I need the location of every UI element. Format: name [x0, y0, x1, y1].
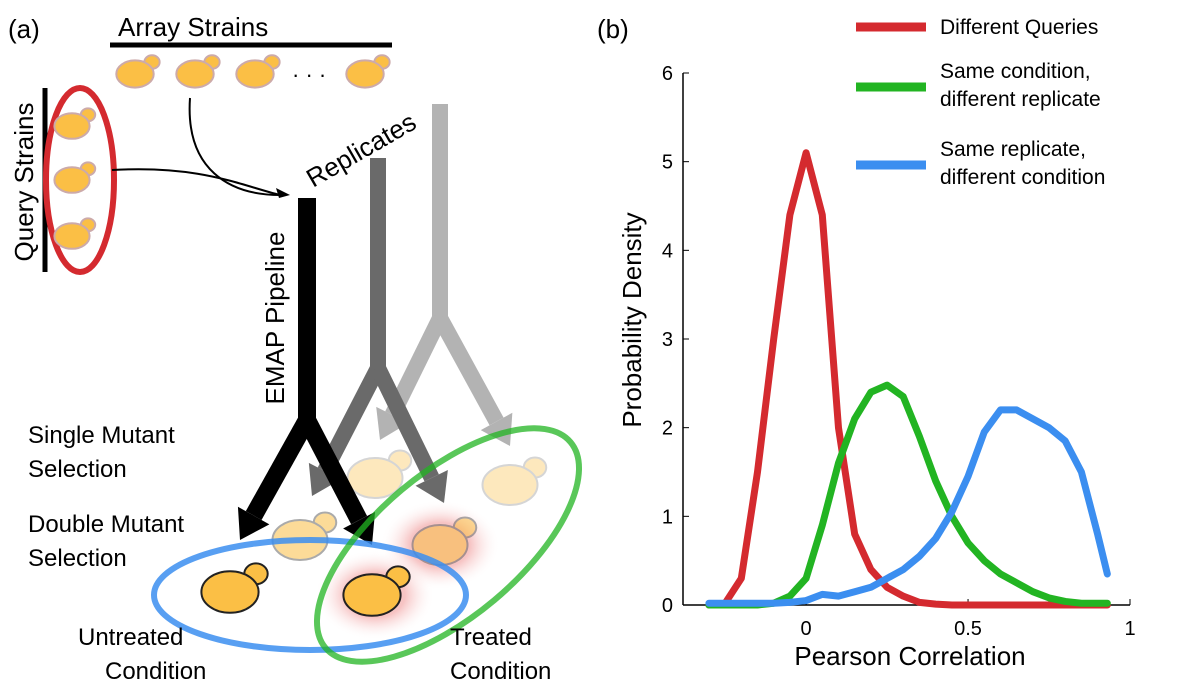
- panel-a-label: Treated: [450, 624, 532, 651]
- y-tick-label: 3: [662, 329, 673, 351]
- yeast-cell: [53, 161, 97, 194]
- x-axis-label: Pearson Correlation: [794, 641, 1025, 671]
- replicates-label: Replicates: [301, 107, 421, 194]
- panel-a-label: Untreated: [78, 624, 183, 651]
- yeast-cell: [175, 54, 221, 89]
- y-tick-label: 6: [662, 63, 673, 85]
- yeast-body: [53, 222, 91, 250]
- pipeline-arrowhead: [308, 462, 341, 496]
- panel-b: (b) Pearson Correlation Probability Dens…: [597, 14, 1136, 671]
- pipeline-arrowhead: [415, 469, 448, 503]
- legend-label: Same replicate, different condition: [940, 138, 1106, 189]
- array-strains-label: Array Strains: [118, 12, 268, 42]
- y-tick-label: 4: [662, 240, 673, 262]
- panel-a-label: Double Mutant: [28, 511, 184, 538]
- y-tick-label: 5: [662, 152, 673, 174]
- query-strains-label: Query Strains: [9, 103, 39, 262]
- treated-ellipse: [313, 425, 583, 665]
- series-line: [705, 406, 1111, 607]
- emap-label: EMAP Pipeline: [260, 232, 290, 405]
- yeast-body: [200, 570, 260, 614]
- yeast-body: [481, 464, 539, 506]
- yeast-cell: [53, 217, 97, 250]
- panel-label: (b): [597, 14, 629, 44]
- panel-a-label: Selection: [28, 545, 127, 572]
- y-tick-label: 1: [662, 506, 673, 528]
- yeast-cell: [345, 54, 391, 89]
- panel-a-label: Condition: [105, 658, 206, 685]
- legend-label: Different Queries: [940, 16, 1099, 39]
- yeast-cell: [271, 511, 338, 561]
- pipeline-branch: [370, 364, 439, 482]
- pipeline-branch: [299, 415, 368, 525]
- x-tick-label: 0.5: [954, 618, 982, 640]
- yeast-cell: [115, 54, 161, 89]
- yeast-cell: [342, 565, 411, 617]
- panel-a-label: Selection: [28, 456, 127, 483]
- yeast-body: [235, 59, 275, 89]
- panel-a: (a) Array Strains · · · Query Strains Re…: [8, 12, 583, 685]
- pipeline-branch: [245, 415, 315, 520]
- x-tick-label: 1: [1124, 618, 1135, 640]
- yeast-body: [53, 166, 91, 194]
- arrowhead: [276, 188, 290, 198]
- pipeline-arrowhead: [480, 412, 513, 446]
- yeast-cell: [481, 456, 548, 506]
- ellipsis: · · ·: [292, 62, 326, 87]
- yeast-cell: [200, 562, 269, 614]
- y-tick-label: 0: [662, 595, 673, 617]
- yeast-cell: [235, 54, 281, 89]
- yeast-bud: [387, 449, 413, 472]
- panel-a-label: Single Mutant: [28, 422, 175, 449]
- yeast-bud: [522, 456, 548, 479]
- yeast-body: [342, 573, 402, 617]
- panel-label: (a): [8, 14, 40, 44]
- query-ellipse: [43, 85, 117, 275]
- series-line: [705, 149, 1111, 609]
- y-axis-label: Probability Density: [617, 212, 647, 427]
- pipeline-arrowhead: [376, 406, 409, 440]
- yeast-body: [175, 59, 215, 89]
- arrow: [111, 168, 281, 196]
- yeast-body: [115, 59, 155, 89]
- panel-a-label: Condition: [450, 658, 551, 685]
- untreated-ellipse: [151, 537, 469, 653]
- yeast-body: [345, 59, 385, 89]
- y-tick-label: 2: [662, 418, 673, 440]
- x-tick-label: 0: [801, 618, 812, 640]
- arrow: [188, 97, 281, 196]
- yeast-body: [346, 457, 404, 499]
- yeast-cell: [53, 107, 97, 140]
- legend-label: Same condition, different replicate: [940, 60, 1101, 111]
- yeast-body: [53, 112, 91, 140]
- pipeline-arrowhead: [237, 506, 270, 540]
- series-line: [705, 381, 1111, 609]
- pipeline-branch: [432, 314, 504, 426]
- yeast-cell: [346, 449, 413, 499]
